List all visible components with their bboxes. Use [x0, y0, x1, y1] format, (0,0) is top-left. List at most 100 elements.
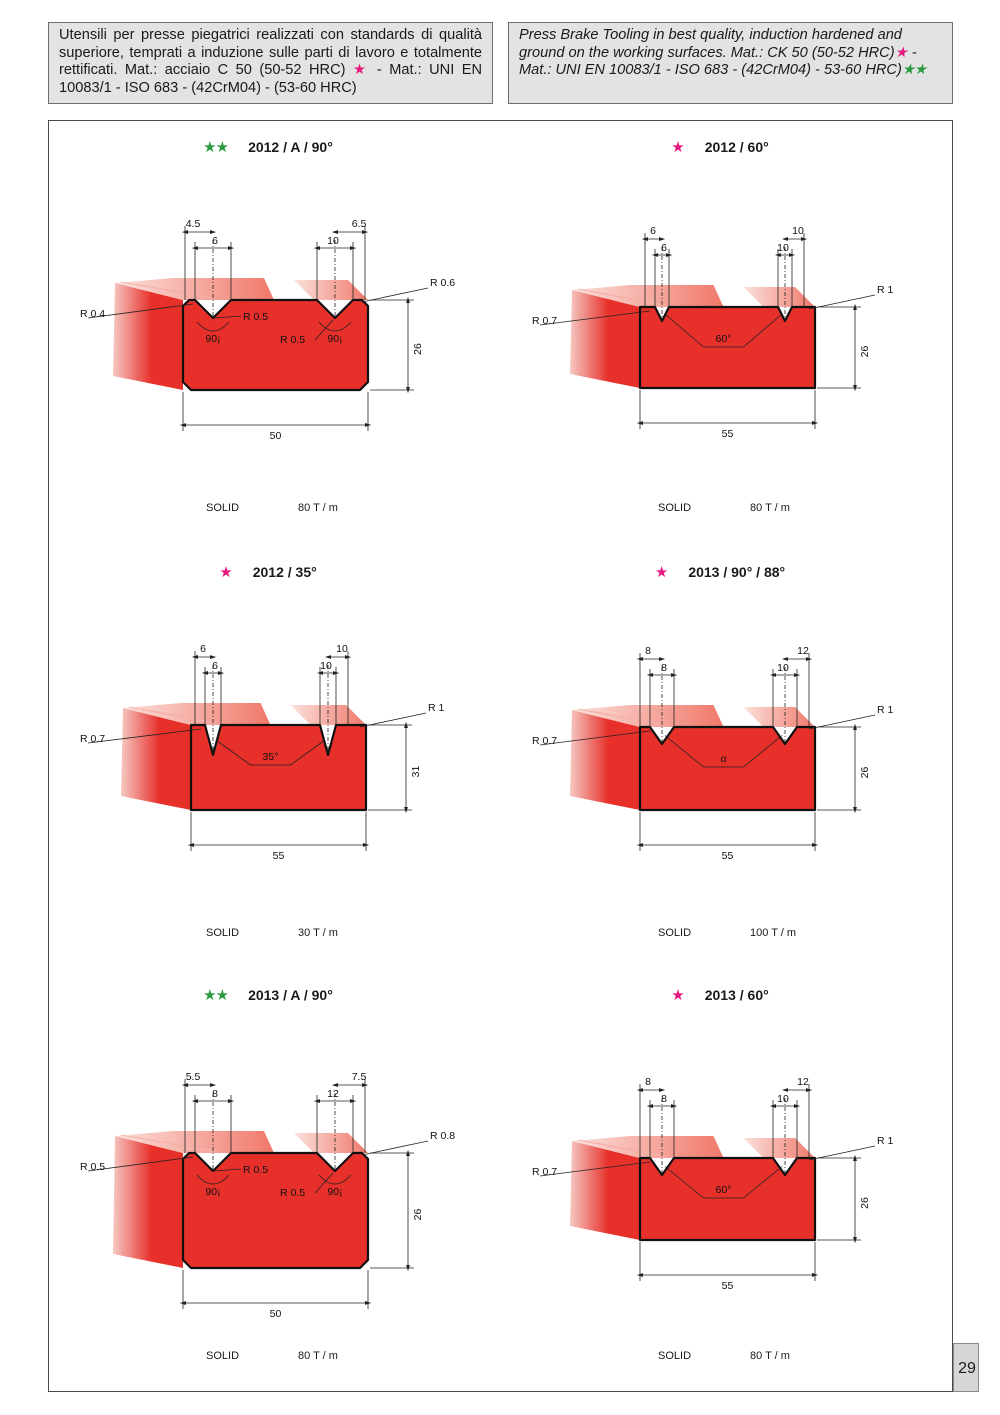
solid-label: SOLID	[206, 927, 240, 939]
leader-line	[361, 287, 429, 303]
tool-title-text: 2012 / 35°	[252, 564, 317, 580]
header-english-text-2: - Mat.: UNI EN 10083/1 - ISO 683 - (42Cr…	[519, 44, 917, 79]
height-label: 26	[859, 346, 871, 358]
leader-line	[808, 294, 876, 310]
tool-panel-p5: ★★ 2013 / A / 90° SOLID 80 T / m 50 26 5.5 8 12 7…	[48, 968, 488, 1368]
tool-side-face	[113, 1136, 183, 1268]
tool-top-face	[115, 1131, 274, 1153]
tool-side-face	[570, 290, 640, 388]
header-italian-text-2: - Mat.: UNI EN 10083/1 - ISO 683 - (42Cr…	[59, 62, 482, 96]
top-dimension-label: 8	[212, 1088, 218, 1100]
radius-left-label: R 0.7	[532, 735, 557, 747]
tool-title-text: 2013 / 90° / 88°	[688, 564, 786, 580]
tool-top-face	[572, 1136, 724, 1158]
tool-front-profile	[189, 723, 368, 812]
tool-front-profile	[638, 1156, 817, 1242]
tool-panel-p4: ★ 2013 / 90° / 88° SOLID 100 T / m 55 26 8 8 10 1…	[500, 545, 940, 945]
top-dimension-label: 7.5	[352, 1071, 367, 1083]
radius-groove-label: R 0.5	[243, 311, 268, 323]
top-dimension-label: 6	[212, 660, 218, 672]
tool-panel-p6: ★ 2013 / 60° SOLID 80 T / m 55 26 8 8 10 12 R 0.7 R…	[500, 968, 940, 1368]
width-label: 55	[722, 850, 734, 862]
tool-side-face	[570, 710, 640, 810]
top-dimension-label: 12	[327, 1088, 339, 1100]
page-number: 29	[953, 1343, 979, 1392]
top-dimension-label: 8	[661, 662, 667, 674]
leader-line	[539, 310, 651, 326]
leader-line	[539, 1161, 651, 1177]
tool-front-profile	[638, 725, 817, 812]
height-label: 26	[859, 767, 871, 779]
leader-line	[359, 712, 427, 728]
tool-top-face	[290, 705, 366, 725]
angle-arc	[318, 1174, 352, 1185]
top-dimension-label: 4.5	[186, 218, 201, 230]
tool-top-face	[743, 287, 815, 307]
height-label: 26	[412, 1209, 424, 1221]
width-label: 50	[270, 1308, 282, 1320]
load-rating: 80 T / m	[298, 502, 338, 514]
angle-label: 90¡	[327, 1186, 342, 1198]
height-label: 26	[412, 343, 424, 355]
tool-title-text: 2012 / A / 90°	[248, 139, 333, 155]
tool-top-face	[294, 1133, 368, 1153]
angle-line	[743, 313, 783, 348]
angle-label: 60°	[716, 1184, 732, 1196]
solid-label: SOLID	[658, 1350, 692, 1362]
load-rating: 30 T / m	[298, 927, 338, 939]
tool-title-text: 2013 / 60°	[704, 987, 769, 1003]
tool-front-profile	[181, 1151, 370, 1270]
header-english: Press Brake Tooling in best quality, ind…	[508, 22, 953, 104]
tool-top-face	[123, 703, 271, 725]
load-rating: 80 T / m	[750, 502, 790, 514]
angle-label: 90¡	[205, 333, 220, 345]
tool-top-face	[743, 707, 815, 727]
angle-label: α	[720, 753, 726, 765]
tool-top-face	[572, 285, 724, 307]
tool-side-face	[113, 283, 183, 390]
top-dimension-label: 10	[320, 660, 332, 672]
tool-title-text: 2013 / A / 90°	[248, 987, 333, 1003]
leader-line	[314, 319, 334, 341]
leader-line	[539, 730, 651, 746]
radius-right-label: R 1	[428, 702, 445, 714]
angle-line	[743, 1166, 783, 1199]
angle-arc	[196, 321, 230, 332]
leader-line	[214, 1168, 242, 1172]
tool-title: ★ 2012 / 35°	[48, 563, 488, 581]
leader-line	[87, 728, 202, 744]
angle-arc	[196, 1174, 230, 1185]
load-rating: 100 T / m	[750, 927, 797, 939]
tool-top-face	[572, 705, 724, 727]
angle-line	[743, 735, 783, 768]
pink-star-icon: ★	[219, 564, 233, 581]
tool-title: ★★ 2013 / A / 90°	[48, 986, 488, 1004]
green-stars-icon: ★★	[203, 987, 229, 1004]
leader-line	[214, 315, 242, 319]
radius-left-label: R 0.7	[80, 733, 105, 745]
solid-label: SOLID	[206, 502, 240, 514]
top-dimension-label: 12	[797, 1076, 809, 1088]
tool-profile-drawing: 50 26 4.5 6 10 6.5 R 0.4 R 0.6 R 0.5 R 0.5 90¡ 90¡	[80, 218, 455, 442]
top-dimension-label: 8	[645, 1076, 651, 1088]
width-label: 55	[722, 1280, 734, 1292]
tool-front-profile	[638, 305, 817, 390]
tool-title: ★ 2013 / 60°	[500, 986, 940, 1004]
header-italian-text: Utensili per presse piegatrici realizzat…	[59, 27, 482, 78]
top-dimension-label: 6	[650, 225, 656, 237]
green-stars-icon: ★★	[901, 62, 927, 78]
top-dimension-label: 8	[661, 1093, 667, 1105]
width-label: 55	[722, 428, 734, 440]
header-english-text: Press Brake Tooling in best quality, ind…	[519, 27, 902, 61]
shade-line	[595, 291, 667, 306]
radius-right-label: R 1	[877, 1135, 894, 1147]
top-dimension-label: 6.5	[352, 218, 367, 230]
leader-line	[87, 1156, 194, 1172]
tool-profile-drawing: 50 26 5.5 8 12 7.5 R 0.5 R 0.8 R 0.5 R 0.5 90¡ 90¡	[80, 1071, 455, 1320]
tool-side-face	[570, 1141, 640, 1240]
tool-profile-drawing: 55 26 88 10 12 R 0.7 R 1 60°	[532, 1076, 894, 1292]
pink-star-icon: ★	[894, 44, 908, 61]
radius-right-label: R 1	[877, 284, 894, 296]
height-label: 26	[859, 1197, 871, 1209]
